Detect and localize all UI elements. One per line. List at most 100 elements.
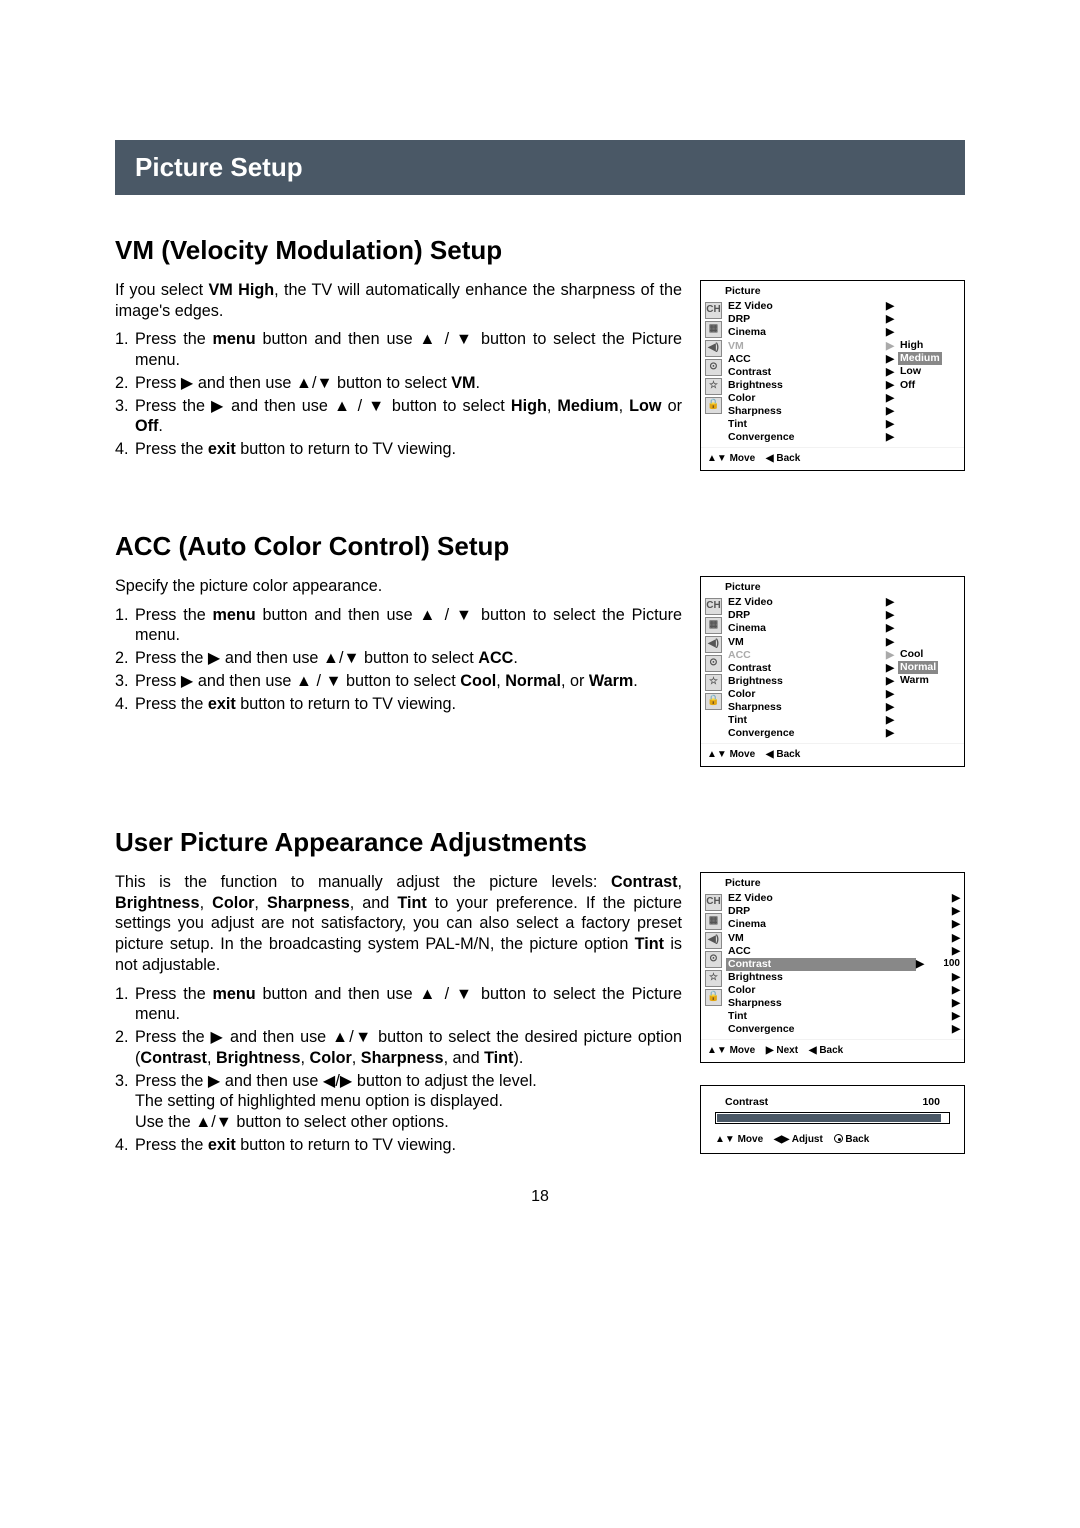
user-text: This is the function to manually adjust …: [115, 872, 682, 1158]
slider-bar: [715, 1112, 950, 1124]
triangle-right-icon: ▶: [886, 714, 894, 727]
osd-category-icon: ◀): [705, 636, 722, 653]
osd-item: Brightness▶: [726, 971, 960, 984]
triangle-right-icon: ▶: [886, 379, 894, 392]
t: Back: [819, 1045, 843, 1056]
osd-item-label: Brightness: [726, 675, 886, 688]
triangle-right-icon: ▶: [952, 997, 960, 1010]
osd-item-label: Contrast: [726, 662, 886, 675]
triangle-right-icon: ▶: [886, 392, 894, 405]
osd-item-label: EZ Video: [726, 892, 952, 905]
triangle-right-icon: ▶: [886, 688, 894, 701]
t: , and: [350, 894, 398, 912]
t: Back: [776, 749, 800, 760]
t: Press the ▶ and then use ▲/▼ button to s…: [135, 649, 478, 667]
osd-item-label: DRP: [726, 905, 952, 918]
t: High: [511, 397, 547, 415]
t: Low: [629, 397, 661, 415]
osd-item-label: Convergence: [726, 727, 886, 740]
osd-item-label: ACC: [726, 649, 886, 662]
osd-item: EZ Video▶: [726, 596, 894, 609]
triangle-right-icon: ▶: [886, 649, 894, 662]
t: Specify the picture color appearance.: [115, 576, 682, 597]
t: Back: [845, 1134, 869, 1145]
t: ,: [547, 397, 558, 415]
t: Press the: [135, 1136, 208, 1154]
t: Sharpness: [267, 894, 350, 912]
t: ,: [254, 894, 267, 912]
osd-item: ACC▶: [726, 353, 894, 366]
osd-item: EZ Video▶: [726, 892, 960, 905]
t: ,: [301, 1049, 310, 1067]
t: ,: [619, 397, 630, 415]
triangle-right-icon: ▶: [886, 675, 894, 688]
osd-category-icon: 🔒: [705, 693, 722, 710]
t: Brightness: [216, 1049, 301, 1067]
osd-sub-item: Warm: [898, 674, 960, 687]
t: Contrast: [140, 1049, 207, 1067]
osd-item-label: Tint: [726, 418, 886, 431]
osd-item-label: Tint: [726, 1010, 952, 1023]
t: Sharpness: [361, 1049, 444, 1067]
osd-icons: CH▦◀)⊙☆🔒: [705, 596, 722, 740]
triangle-right-icon: ▶: [886, 701, 894, 714]
t: Press the ▶ and then use ◀/▶ button to a…: [135, 1072, 537, 1090]
t: exit: [208, 695, 236, 713]
triangle-right-icon: ▶: [952, 984, 960, 997]
t: ,: [200, 894, 213, 912]
t: Tint: [484, 1049, 513, 1067]
osd-item-label: Cinema: [726, 326, 886, 339]
acc-step3: 3.Press ▶ and then use ▲ / ▼ button to s…: [115, 671, 682, 692]
t: menu: [213, 985, 256, 1003]
triangle-right-icon: ▶: [886, 596, 894, 609]
triangle-right-icon: ▶: [886, 727, 894, 740]
acc-heading: ACC (Auto Color Control) Setup: [115, 531, 965, 562]
t: .: [633, 672, 638, 690]
osd-item-label: Color: [726, 688, 886, 701]
t: .: [513, 649, 518, 667]
t: Off: [135, 417, 158, 435]
triangle-right-icon: ▶: [952, 892, 960, 905]
osd-category-icon: ⊙: [705, 359, 722, 376]
triangle-right-icon: ▶: [886, 326, 894, 339]
t: The setting of highlighted menu option i…: [135, 1092, 503, 1110]
t: exit: [208, 440, 236, 458]
osd-item: Cinema▶: [726, 326, 894, 339]
osd-items: EZ Video▶DRP▶Cinema▶VM▶ACC▶Contrast▶Brig…: [726, 300, 894, 444]
osd-category-icon: 🔒: [705, 989, 722, 1006]
osd-item: Sharpness▶: [726, 997, 960, 1010]
t: ACC: [478, 649, 513, 667]
osd-item-label: ACC: [726, 353, 886, 366]
t: Tint: [397, 894, 426, 912]
triangle-right-icon: ▶: [886, 622, 894, 635]
t: , and: [444, 1049, 485, 1067]
osd-item-label: Sharpness: [726, 405, 886, 418]
osd-item: ACC▶: [726, 945, 960, 958]
t: Cool: [460, 672, 496, 690]
osd-item-label: Color: [726, 392, 886, 405]
triangle-right-icon: ▶: [916, 958, 924, 971]
acc-step4: 4.Press the exit button to return to TV …: [115, 694, 682, 715]
vm-step2: 2.Press ▶ and then use ▲/▼ button to sel…: [115, 373, 682, 394]
t: VM: [451, 374, 475, 392]
t: , or: [561, 672, 589, 690]
osd-icons: CH▦◀)⊙☆🔒: [705, 300, 722, 444]
osd-item: ACC▶: [726, 649, 894, 662]
triangle-right-icon: ▶: [952, 905, 960, 918]
osd-sub-item: Off: [898, 379, 960, 392]
t: .: [158, 417, 163, 435]
osd-item-label: ACC: [726, 945, 952, 958]
t: ,: [352, 1049, 361, 1067]
t: button to return to TV viewing.: [236, 695, 456, 713]
osd-item-label: Contrast: [726, 366, 886, 379]
triangle-right-icon: ▶: [886, 431, 894, 444]
osd-sub-item: Cool: [898, 648, 960, 661]
osd-item-label: Sharpness: [726, 997, 952, 1010]
osd-category-icon: CH: [705, 894, 722, 911]
t: button to return to TV viewing.: [236, 440, 456, 458]
osd-foot: ▲▼ Move ◀ Back: [701, 447, 964, 471]
osd-item-label: VM: [726, 932, 952, 945]
osd-item-label: Convergence: [726, 431, 886, 444]
user-step4: 4.Press the exit button to return to TV …: [115, 1135, 682, 1156]
osd-category-icon: ▦: [705, 321, 722, 338]
